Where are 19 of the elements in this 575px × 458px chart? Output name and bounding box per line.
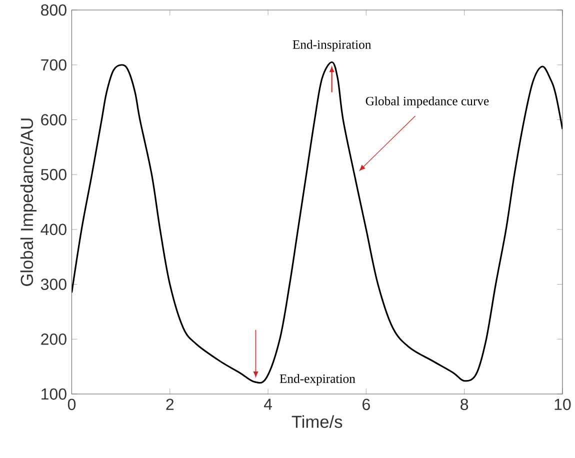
- y-axis-title: Global Impedance/AU: [20, 118, 37, 286]
- y-tick-label: 800: [41, 4, 66, 16]
- y-tick-label: 200: [41, 334, 66, 345]
- y-tick-label: 400: [40, 224, 66, 236]
- x-tick-label: 6: [362, 398, 370, 410]
- x-tick-label: 4: [264, 398, 272, 410]
- x-axis-title: Time/s: [292, 415, 342, 428]
- x-tick-label: 2: [166, 398, 174, 410]
- x-tick-label: 10: [554, 398, 571, 410]
- annotation: End-inspiration: [292, 40, 372, 52]
- y-tick-label: 500: [40, 168, 66, 180]
- x-tick-label: 8: [460, 398, 468, 410]
- y-tick-label: 600: [41, 114, 66, 126]
- y-tick-label: 300: [40, 278, 66, 290]
- annotation: Global impedance curve: [366, 96, 489, 108]
- y-tick-label: 700: [41, 59, 66, 71]
- x-tick-label: 0: [68, 398, 76, 410]
- y-tick-label: 100: [42, 388, 66, 400]
- annotation: End-expiration: [280, 374, 356, 386]
